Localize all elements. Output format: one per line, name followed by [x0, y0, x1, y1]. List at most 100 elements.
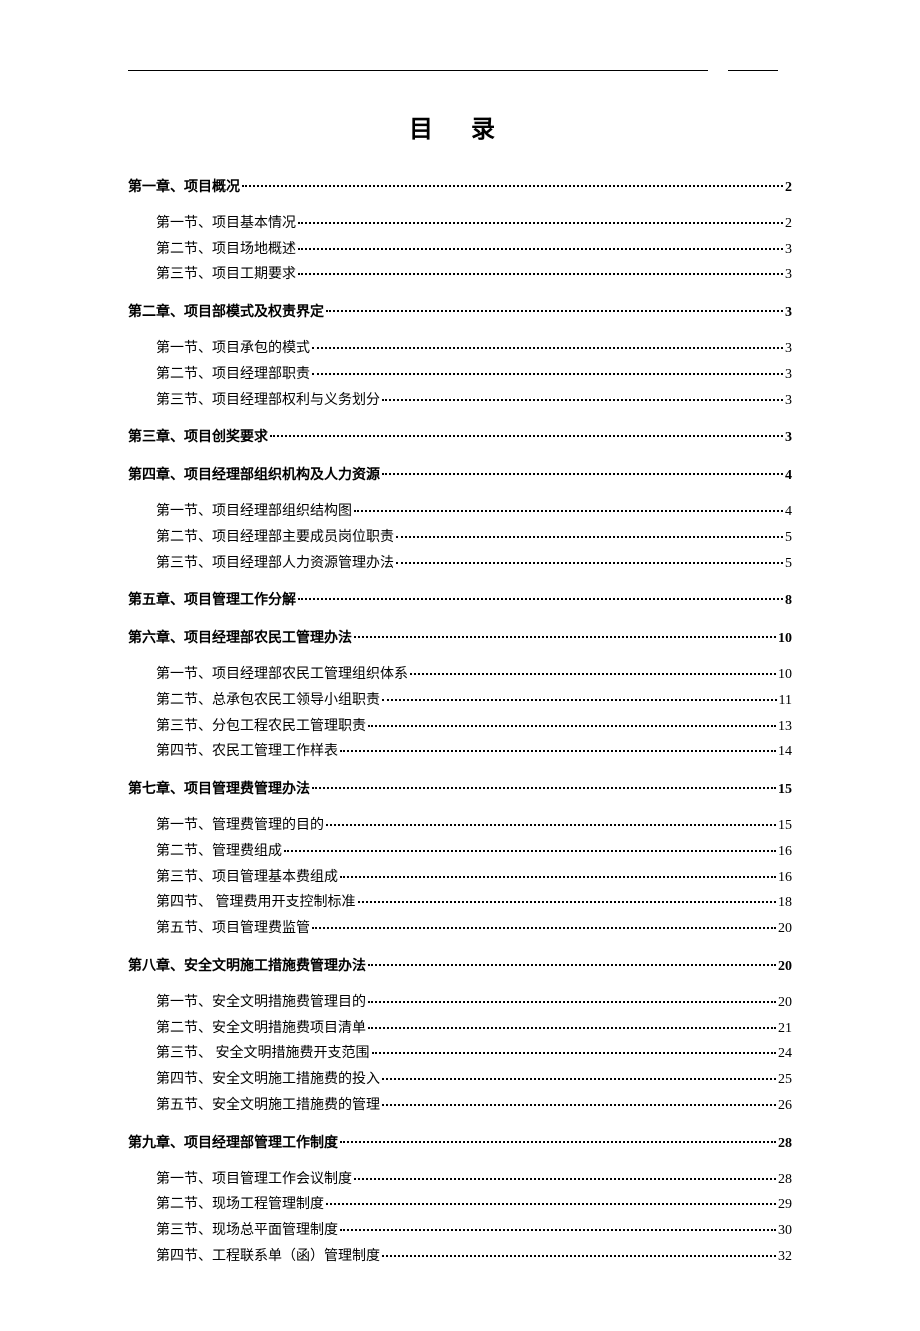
toc-section: 第一节、项目管理工作会议制度 28 [156, 1168, 792, 1192]
toc-section-page: 3 [785, 389, 792, 413]
toc-chapter-page: 3 [785, 426, 792, 450]
toc-section-label: 第一节、安全文明措施费管理目的 [156, 991, 366, 1015]
toc-chapter-label: 第九章、项目经理部管理工作制度 [128, 1132, 338, 1156]
toc-section: 第三节、 安全文明措施费开支范围24 [156, 1042, 792, 1066]
toc-leader-dots [340, 1133, 776, 1147]
toc-section: 第一节、项目承包的模式3 [156, 337, 792, 361]
toc-section-label: 第一节、项目管理工作会议制度 [156, 1168, 352, 1192]
toc-leader-dots [396, 553, 783, 567]
toc-section-page: 16 [778, 866, 792, 890]
toc-section-group: 第一节、项目承包的模式3第二节、项目经理部职责3第三节、项目经理部权利与义务划分… [128, 337, 792, 412]
toc-section-label: 第三节、项目管理基本费组成 [156, 866, 338, 890]
toc-section-page: 30 [778, 1219, 792, 1243]
toc-leader-dots [368, 956, 776, 970]
toc-section-label: 第三节、项目经理部人力资源管理办法 [156, 552, 394, 576]
header-rule-main [128, 70, 708, 71]
toc-leader-dots [298, 213, 783, 227]
toc-section-label: 第一节、项目承包的模式 [156, 337, 310, 361]
toc-section-group: 第一节、项目基本情况2第二节、项目场地概述 3第三节、项目工期要求3 [128, 212, 792, 287]
toc-section-label: 第一节、项目经理部农民工管理组织体系 [156, 663, 408, 687]
toc-section: 第二节、项目经理部职责3 [156, 363, 792, 387]
toc-leader-dots [298, 239, 783, 253]
toc-section-label: 第三节、分包工程农民工管理职责 [156, 715, 366, 739]
toc-section-label: 第二节、项目场地概述 [156, 238, 296, 262]
toc-section-page: 18 [778, 891, 792, 915]
toc-section: 第四节、农民工管理工作样表 14 [156, 740, 792, 764]
toc-section-label: 第三节、项目工期要求 [156, 263, 296, 287]
toc-section-page: 26 [778, 1094, 792, 1118]
toc-section-label: 第二节、现场工程管理制度 [156, 1193, 324, 1217]
toc-chapter-page: 3 [785, 301, 792, 325]
toc-chapter-label: 第二章、项目部模式及权责界定 [128, 301, 324, 325]
toc-section-group: 第一节、管理费管理的目的15第二节、管理费组成16第三节、项目管理基本费组成 16… [128, 814, 792, 941]
toc-leader-dots [382, 690, 777, 704]
table-of-contents: 第一章、项目概况2第一节、项目基本情况2第二节、项目场地概述3第三节、项目工期要… [128, 176, 792, 1269]
header-rule-right [728, 70, 778, 71]
toc-section-page: 3 [785, 238, 792, 262]
toc-leader-dots [326, 1194, 776, 1208]
toc-section-page: 21 [778, 1017, 792, 1041]
toc-section-label: 第五节、安全文明施工措施费的管理 [156, 1094, 380, 1118]
toc-chapter-label: 第七章、项目管理费管理办法 [128, 778, 310, 802]
toc-section-group: 第一节、项目经理部农民工管理组织体系10第二节、总承包农民工领导小组职责11第三… [128, 663, 792, 764]
toc-leader-dots [354, 628, 776, 642]
toc-leader-dots [340, 867, 776, 881]
toc-section: 第二节、管理费组成16 [156, 840, 792, 864]
toc-chapter-label: 第五章、项目管理工作分解 [128, 589, 296, 613]
toc-leader-dots [312, 779, 776, 793]
toc-section-page: 28 [778, 1168, 792, 1192]
toc-leader-dots [368, 716, 776, 730]
toc-chapter: 第八章、安全文明施工措施费管理办法20 [128, 955, 792, 979]
toc-chapter: 第九章、项目经理部管理工作制度28 [128, 1132, 792, 1156]
toc-leader-dots [410, 664, 776, 678]
document-page: 目 录 第一章、项目概况2第一节、项目基本情况2第二节、项目场地概述3第三节、项… [0, 0, 920, 1331]
toc-chapter-label: 第六章、项目经理部农民工管理办法 [128, 627, 352, 651]
toc-chapter: 第二章、项目部模式及权责界定 3 [128, 301, 792, 325]
toc-leader-dots [354, 1169, 776, 1183]
toc-leader-dots [270, 427, 783, 441]
toc-section-label: 第四节、 管理费用开支控制标准 [156, 891, 356, 915]
toc-leader-dots [382, 1069, 776, 1083]
toc-section: 第三节、现场总平面管理制度30 [156, 1219, 792, 1243]
toc-section: 第三节、项目经理部权利与义务划分3 [156, 389, 792, 413]
toc-section: 第一节、项目基本情况2 [156, 212, 792, 236]
toc-section-label: 第四节、安全文明施工措施费的投入 [156, 1068, 380, 1092]
toc-section: 第三节、项目工期要求3 [156, 263, 792, 287]
toc-section-label: 第一节、项目基本情况 [156, 212, 296, 236]
toc-section-label: 第四节、农民工管理工作样表 [156, 740, 338, 764]
toc-leader-dots [326, 302, 783, 316]
toc-section: 第一节、管理费管理的目的15 [156, 814, 792, 838]
toc-section-label: 第一节、管理费管理的目的 [156, 814, 324, 838]
toc-chapter-page: 2 [785, 176, 792, 200]
toc-section-label: 第二节、总承包农民工领导小组职责 [156, 689, 380, 713]
toc-leader-dots [382, 390, 783, 404]
toc-section-page: 32 [778, 1245, 792, 1269]
toc-section: 第五节、安全文明施工措施费的管理 26 [156, 1094, 792, 1118]
toc-section: 第二节、项目经理部主要成员岗位职责5 [156, 526, 792, 550]
toc-section: 第一节、安全文明措施费管理目的 20 [156, 991, 792, 1015]
toc-chapter-page: 8 [785, 589, 792, 613]
toc-section: 第二节、安全文明措施费项目清单21 [156, 1017, 792, 1041]
toc-leader-dots [396, 527, 783, 541]
page-title: 目 录 [128, 109, 792, 144]
toc-section-label: 第二节、管理费组成 [156, 840, 282, 864]
toc-section: 第三节、项目经理部人力资源管理办法5 [156, 552, 792, 576]
toc-section-label: 第二节、项目经理部主要成员岗位职责 [156, 526, 394, 550]
toc-section: 第三节、项目管理基本费组成 16 [156, 866, 792, 890]
toc-leader-dots [340, 1220, 776, 1234]
toc-leader-dots [284, 841, 776, 855]
toc-chapter-label: 第三章、项目创奖要求 [128, 426, 268, 450]
toc-section-page: 24 [778, 1042, 792, 1066]
toc-leader-dots [242, 177, 783, 191]
toc-leader-dots [382, 1246, 776, 1260]
toc-section-page: 4 [785, 500, 792, 524]
toc-chapter: 第一章、项目概况2 [128, 176, 792, 200]
toc-chapter: 第五章、项目管理工作分解 8 [128, 589, 792, 613]
toc-leader-dots [312, 364, 783, 378]
toc-section-page: 20 [778, 991, 792, 1015]
toc-chapter-label: 第四章、项目经理部组织机构及人力资源 [128, 464, 380, 488]
toc-section-page: 14 [778, 740, 792, 764]
toc-chapter-page: 4 [785, 464, 792, 488]
toc-chapter-page: 15 [778, 778, 792, 802]
toc-chapter: 第四章、项目经理部组织机构及人力资源 4 [128, 464, 792, 488]
